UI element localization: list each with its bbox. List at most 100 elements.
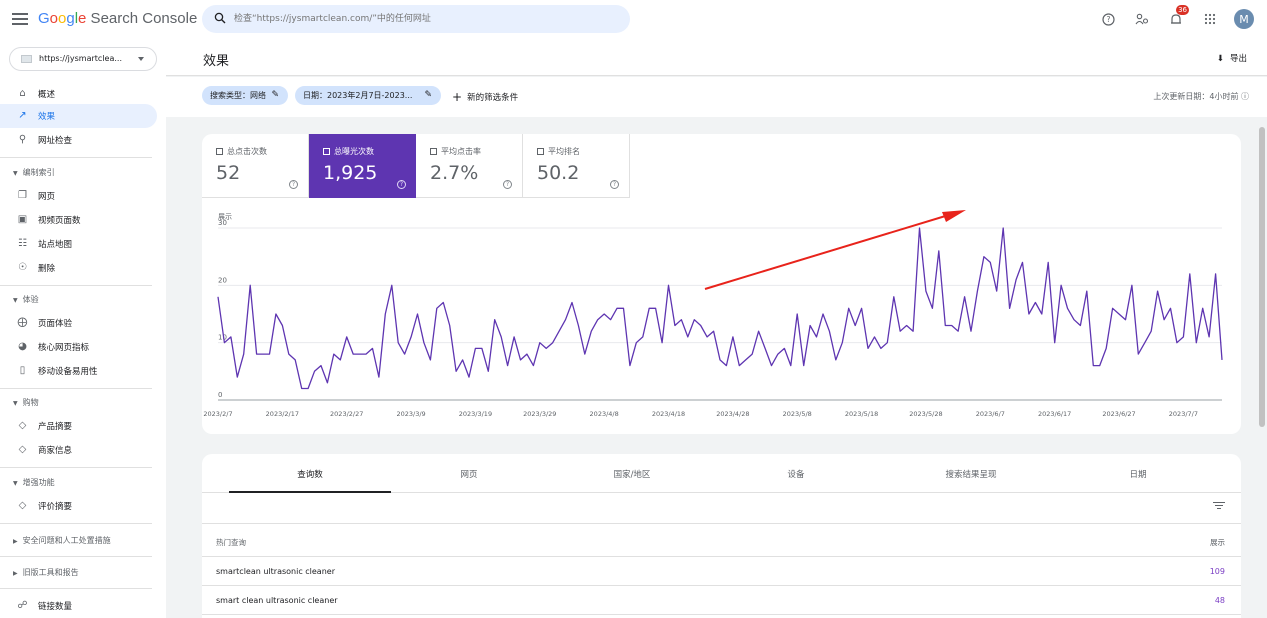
diamond-icon: ◇	[18, 500, 27, 511]
x-tick-label: 2023/4/28	[716, 410, 749, 418]
impressions-line-chart: 展示 0 10 20 30 2023/2/7 2023/2/17 2023/2/27 2023/…	[203, 210, 1223, 418]
help-icon[interactable]: ?	[503, 180, 512, 189]
scrollbar-thumb[interactable]	[1259, 127, 1265, 427]
caret-down-icon	[138, 57, 144, 61]
x-tick-label: 2023/2/27	[330, 410, 363, 418]
help-icon[interactable]: ?	[610, 180, 619, 189]
search-input[interactable]	[234, 9, 614, 29]
property-selector[interactable]: https://jysmartclea...	[9, 47, 157, 71]
x-tick-label: 2023/2/17	[266, 410, 299, 418]
pages-icon: ❐	[18, 190, 27, 201]
visibility-off-icon: ☉	[18, 262, 27, 273]
sitemap-icon: ☷	[18, 238, 27, 249]
page-scrollbar[interactable]	[1257, 117, 1267, 618]
nav-review-snippets[interactable]: ◇ 评价摘要	[18, 500, 73, 512]
search-icon	[214, 12, 226, 24]
section-security[interactable]: ▶ 安全问题和人工处置措施	[13, 536, 111, 545]
dimensions-table-card: 查询数 网页 国家/地区 设备 搜索结果呈现 日期 热门查询 展示 smartc…	[202, 454, 1241, 618]
sidebar: https://jysmartclea... ⌂ 概述 ↗ 效果 ⚲ 网址检查 …	[0, 40, 166, 618]
x-tick-label: 2023/6/7	[976, 410, 1005, 418]
x-tick-label: 2023/2/7	[203, 410, 232, 418]
x-tick-label: 2023/6/27	[1102, 410, 1135, 418]
url-inspection-search[interactable]	[202, 5, 630, 33]
page-title: 效果	[203, 54, 230, 69]
annotation-arrow-head	[942, 210, 966, 222]
help-icon[interactable]: ?	[397, 180, 406, 189]
page-header: 效果 ⬇ 导出	[166, 40, 1267, 76]
series-line-impressions	[217, 227, 1223, 390]
nav-performance[interactable]: ↗ 效果	[0, 104, 157, 128]
speed-icon: ◕	[18, 341, 27, 352]
tab-pages[interactable]: 网页	[460, 470, 478, 480]
tab-countries[interactable]: 国家/地区	[613, 470, 651, 480]
nav-core-web-vitals[interactable]: ◕ 核心网页指标	[18, 341, 90, 353]
diamond-icon: ◇	[18, 444, 27, 455]
help-icon[interactable]: ⓘ	[1241, 92, 1249, 101]
download-icon: ⬇	[1216, 54, 1224, 64]
nav-overview[interactable]: ⌂ 概述	[0, 82, 157, 106]
tab-dates[interactable]: 日期	[1129, 470, 1147, 480]
table-header: 热门查询 展示	[202, 523, 1241, 557]
column-header-query[interactable]: 热门查询	[216, 538, 246, 547]
checkbox-icon[interactable]	[430, 148, 437, 155]
filter-chip-date[interactable]: 日期：2023年2月7日-2023... ✎	[295, 86, 441, 105]
filter-list-icon[interactable]	[1213, 502, 1225, 512]
checkbox-icon[interactable]	[537, 148, 544, 155]
nav-removals[interactable]: ☉ 删除	[18, 262, 56, 274]
table-row[interactable]: smartclean ultrasonic cleaner 109	[202, 557, 1241, 586]
export-button[interactable]: ⬇ 导出	[1216, 54, 1247, 64]
apps-grid-icon[interactable]	[1199, 8, 1221, 30]
help-icon[interactable]: ?	[289, 180, 298, 189]
x-tick-label: 2023/3/9	[396, 410, 425, 418]
nav-links[interactable]: ☍ 链接数量	[17, 600, 73, 612]
search-icon: ⚲	[18, 134, 27, 145]
checkbox-icon[interactable]	[216, 148, 223, 155]
section-experience[interactable]: ▼ 体验	[13, 295, 39, 304]
tab-devices[interactable]: 设备	[787, 470, 805, 480]
menu-icon[interactable]	[12, 11, 28, 27]
add-circle-icon: ⨁	[17, 317, 28, 328]
y-tick-label: 30	[218, 219, 227, 227]
nav-url-inspection[interactable]: ⚲ 网址检查	[18, 134, 73, 146]
checkbox-checked-icon[interactable]	[323, 148, 330, 155]
section-legacy-tools[interactable]: ▶ 旧版工具和报告	[13, 568, 79, 577]
help-icon[interactable]: ?	[1097, 8, 1119, 30]
nav-pages[interactable]: ❐ 网页	[18, 190, 56, 202]
svg-text:?: ?	[1106, 15, 1110, 24]
metric-average-position[interactable]: 平均排名 50.2 ?	[523, 134, 630, 198]
metric-total-impressions[interactable]: 总曝光次数 1,925 ?	[309, 134, 416, 198]
nav-sitemaps[interactable]: ☷ 站点地图	[18, 238, 73, 250]
app-logo[interactable]: Google Search Console	[38, 10, 198, 27]
nav-product-snippets[interactable]: ◇ 产品摘要	[18, 420, 73, 432]
filter-chip-search-type[interactable]: 搜索类型：网络 ✎	[202, 86, 288, 105]
section-indexing[interactable]: ▼ 编制索引	[13, 168, 55, 177]
y-tick-label: 20	[218, 276, 227, 284]
x-tick-label: 2023/3/29	[523, 410, 556, 418]
y-tick-label: 10	[218, 334, 227, 342]
tab-search-appearance[interactable]: 搜索结果呈现	[945, 470, 997, 480]
nav-mobile-usability[interactable]: ▯ 移动设备易用性	[0, 359, 157, 383]
nav-merchant-listings[interactable]: ◇ 商家信息	[18, 444, 73, 456]
metric-average-ctr[interactable]: 平均点击率 2.7% ?	[416, 134, 523, 198]
section-enhancements[interactable]: ▼ 增强功能	[13, 478, 55, 487]
account-avatar[interactable]: M	[1234, 9, 1254, 29]
notifications-icon[interactable]: 36	[1165, 5, 1189, 30]
property-label: https://jysmartclea...	[39, 54, 122, 63]
nav-video-pages[interactable]: ▣ 视频页面数	[17, 214, 81, 226]
x-tick-label: 2023/5/18	[845, 410, 878, 418]
trending-up-icon: ↗	[18, 110, 27, 121]
manage-users-icon[interactable]	[1131, 8, 1153, 30]
x-tick-label: 2023/5/28	[909, 410, 942, 418]
add-filter-button[interactable]: + 新的筛选条件	[452, 90, 519, 104]
table-row[interactable]: smart clean ultrasonic cleaner 48	[202, 586, 1241, 615]
column-header-impressions[interactable]: 展示	[1210, 538, 1225, 547]
y-tick-label: 0	[218, 391, 222, 399]
x-tick-label: 2023/7/7	[1169, 410, 1198, 418]
plus-icon: +	[452, 90, 463, 104]
links-icon: ☍	[17, 600, 28, 611]
nav-page-experience[interactable]: ⨁ 页面体验	[17, 317, 73, 329]
edit-icon: ✎	[271, 90, 279, 100]
metric-total-clicks[interactable]: 总点击次数 52 ?	[202, 134, 309, 198]
tab-queries[interactable]: 查询数	[229, 454, 391, 493]
section-shopping[interactable]: ▼ 购物	[13, 398, 39, 407]
